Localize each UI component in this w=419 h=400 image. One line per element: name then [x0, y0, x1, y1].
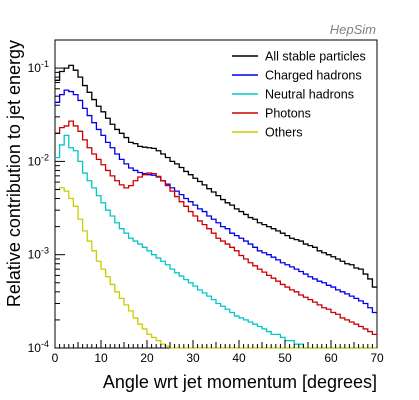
y-axis-title: Relative contribution to jet energy	[4, 40, 24, 307]
legend-label-0: All stable particles	[265, 50, 366, 64]
hepsim-annotation: HepSim	[330, 22, 376, 37]
x-tick-label: 30	[186, 351, 200, 365]
x-tick-label: 10	[94, 351, 108, 365]
y-tick-label: 10-3	[28, 246, 49, 262]
series-layer	[55, 64, 377, 349]
legend-label-2: Neutral hadrons	[265, 88, 354, 102]
y-tick-label: 10-2	[28, 152, 49, 168]
x-tick-label: 0	[52, 351, 59, 365]
series-line-1	[55, 89, 377, 314]
series-line-0	[55, 64, 377, 288]
series-line-2	[55, 134, 377, 349]
x-tick-label: 60	[324, 351, 338, 365]
x-tick-label: 50	[278, 351, 292, 365]
series-line-4	[55, 187, 377, 349]
axes-layer: 0 10 20 30 40 50 60 70 10-4 10-3 10-2 10-1	[28, 39, 384, 365]
legend: All stable particles Charged hadrons Neutr…	[232, 50, 366, 140]
x-axis-title: Angle wrt jet momentum [degrees]	[103, 372, 377, 392]
x-tick-label: 20	[140, 351, 154, 365]
y-tick-label: 10-4	[28, 339, 49, 355]
y-tick-label: 10-1	[28, 59, 49, 75]
legend-label-1: Charged hadrons	[265, 69, 362, 83]
legend-label-4: Others	[265, 126, 303, 140]
legend-label-3: Photons	[265, 107, 311, 121]
series-line-3	[55, 120, 377, 336]
x-tick-label: 70	[370, 351, 384, 365]
x-tick-label: 40	[232, 351, 246, 365]
